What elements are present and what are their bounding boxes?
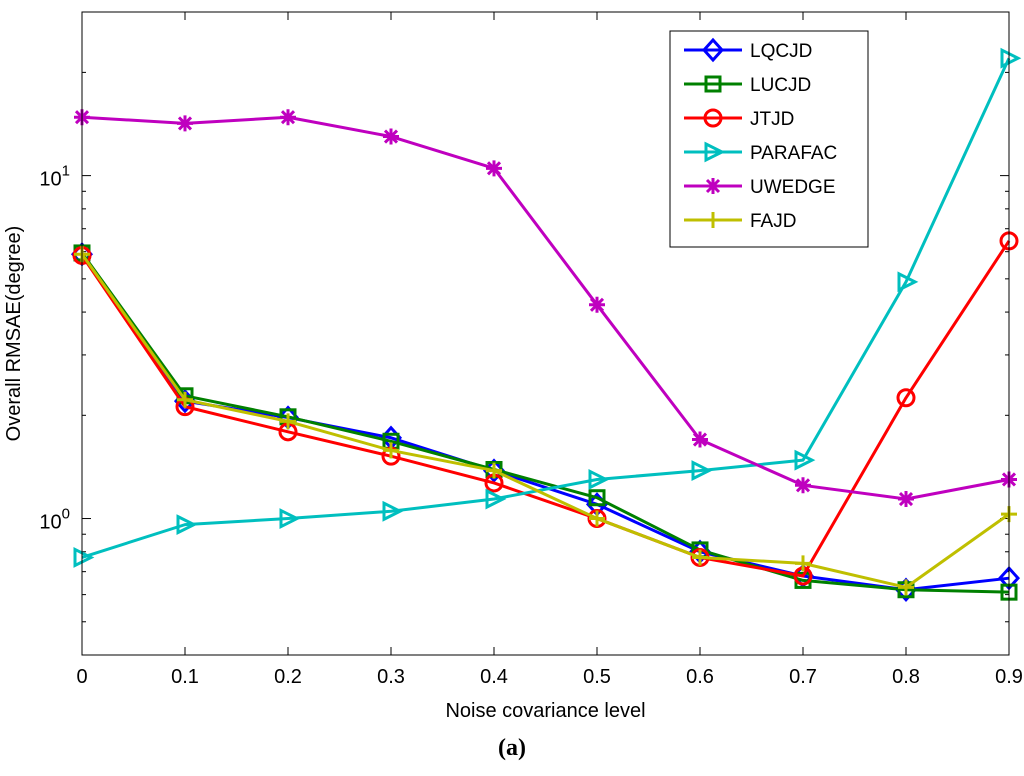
data-point — [896, 388, 916, 408]
series-parafac — [73, 47, 1022, 568]
series-lucjd — [73, 244, 1018, 601]
series-line-lucjd — [80, 252, 1010, 594]
data-point — [692, 431, 708, 448]
series-jtjd — [72, 231, 1019, 586]
x-tick-label: 0.9 — [995, 666, 1023, 688]
legend-label: LUCJD — [750, 75, 811, 96]
data-point — [485, 488, 507, 510]
data-point — [692, 549, 708, 566]
data-point — [589, 296, 605, 313]
data-point — [897, 271, 919, 293]
legend-label: FAJD — [750, 211, 796, 232]
data-point — [279, 508, 301, 529]
data-point — [177, 391, 193, 408]
x-tick-label: 0.5 — [583, 666, 611, 688]
x-axis-title: Noise covariance level — [445, 700, 645, 722]
legend-item-uwedge: UWEDGE — [684, 177, 836, 198]
legend-label: PARAFAC — [750, 143, 837, 164]
data-point — [1000, 47, 1022, 69]
data-point — [701, 37, 725, 63]
data-point — [177, 115, 193, 132]
x-tick-label: 0.1 — [171, 666, 199, 688]
legend-item-jtjd: JTJD — [684, 108, 794, 130]
data-point — [73, 547, 95, 568]
y-tick-label: 101 — [39, 163, 70, 191]
data-point — [898, 579, 914, 596]
data-point — [176, 514, 198, 536]
legend-item-fajd: FAJD — [684, 211, 796, 232]
data-point — [705, 178, 721, 194]
legend-item-lucjd: LUCJD — [684, 75, 811, 96]
data-point — [486, 160, 502, 177]
axis-ticks: 0 0.1 0.2 0.3 0.4 0.5 0.6 0.7 0.8 0.9 100 101 — [39, 11, 1023, 688]
series-uwedge — [74, 109, 1017, 508]
legend-item-parafac: PARAFAC — [684, 141, 837, 164]
x-tick-label: 0.3 — [377, 666, 405, 688]
legend-label: UWEDGE — [750, 177, 836, 198]
caption-open: ( — [498, 735, 506, 761]
data-point — [383, 128, 399, 145]
data-point — [898, 491, 914, 508]
legend-label: JTJD — [750, 109, 794, 130]
caption-letter: a — [506, 735, 518, 761]
x-tick-label: 0.2 — [274, 666, 302, 688]
data-point — [588, 489, 606, 507]
legend-item-lqcjd: LQCJD — [684, 37, 812, 63]
series-fajd — [74, 246, 1017, 596]
data-point — [486, 462, 502, 479]
series-line-fajd — [80, 253, 1010, 589]
y-tick-label: 100 — [39, 506, 70, 534]
data-point — [703, 108, 723, 128]
legend: LQCJD LUCJD JTJD PARAFAC UWEDGE FAJD — [669, 30, 869, 248]
data-point — [589, 510, 605, 527]
data-point — [795, 555, 811, 572]
x-tick-label: 0.8 — [892, 666, 920, 688]
legend-label: LQCJD — [750, 41, 812, 62]
series-line-jtjd — [80, 240, 1011, 578]
x-tick-label: 0.4 — [480, 666, 508, 688]
x-tick-label: 0.7 — [789, 666, 817, 688]
data-point — [280, 109, 296, 126]
series-group — [70, 47, 1022, 602]
figure-caption: (a) — [0, 735, 1024, 762]
x-tick-label: 0 — [76, 666, 87, 688]
line-chart: 0 0.1 0.2 0.3 0.4 0.5 0.6 0.7 0.8 0.9 100 101 LQCJD… — [3, 11, 1023, 722]
y-axis-title: Overall RMSAE(degree) — [3, 226, 25, 442]
plot-frame — [81, 11, 1010, 656]
data-point — [705, 212, 721, 228]
data-point — [588, 469, 610, 490]
data-point — [795, 477, 811, 494]
series-lqcjd — [70, 241, 1021, 602]
data-point — [383, 442, 399, 459]
data-point — [704, 141, 726, 163]
data-point — [280, 413, 296, 430]
series-line-lqcjd — [80, 253, 1010, 592]
data-point — [382, 500, 404, 522]
caption-close: ) — [518, 735, 526, 761]
x-tick-label: 0.6 — [686, 666, 714, 688]
series-line-uwedge — [81, 115, 1010, 501]
series-line-parafac — [81, 57, 1011, 559]
data-point — [704, 75, 722, 93]
legend-box — [669, 30, 869, 248]
data-point — [691, 460, 713, 481]
data-point — [794, 449, 816, 471]
